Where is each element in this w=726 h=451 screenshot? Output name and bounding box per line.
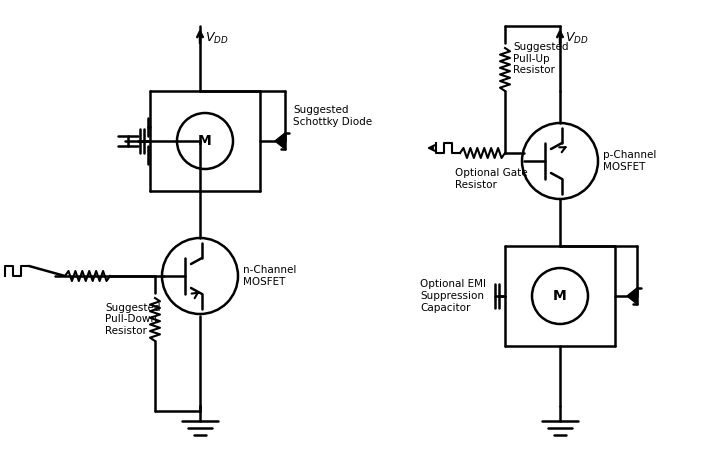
Text: Optional Gate
Resistor: Optional Gate Resistor xyxy=(455,168,528,189)
Text: Optional EMI
Suppression
Capacitor: Optional EMI Suppression Capacitor xyxy=(420,280,486,313)
Text: Suggested
Pull-Up
Resistor: Suggested Pull-Up Resistor xyxy=(513,42,568,75)
Text: $V_{DD}$: $V_{DD}$ xyxy=(565,31,589,46)
Text: p-Channel
MOSFET: p-Channel MOSFET xyxy=(603,150,656,172)
Polygon shape xyxy=(275,133,285,149)
Text: M: M xyxy=(553,289,567,303)
Text: Suggested
Pull-Down
Resistor: Suggested Pull-Down Resistor xyxy=(105,303,160,336)
Text: Suggested
Schottky Diode: Suggested Schottky Diode xyxy=(293,105,372,127)
Text: M: M xyxy=(198,134,212,148)
Polygon shape xyxy=(627,288,637,304)
Text: $V_{DD}$: $V_{DD}$ xyxy=(205,31,229,46)
Text: n-Channel
MOSFET: n-Channel MOSFET xyxy=(243,265,296,287)
